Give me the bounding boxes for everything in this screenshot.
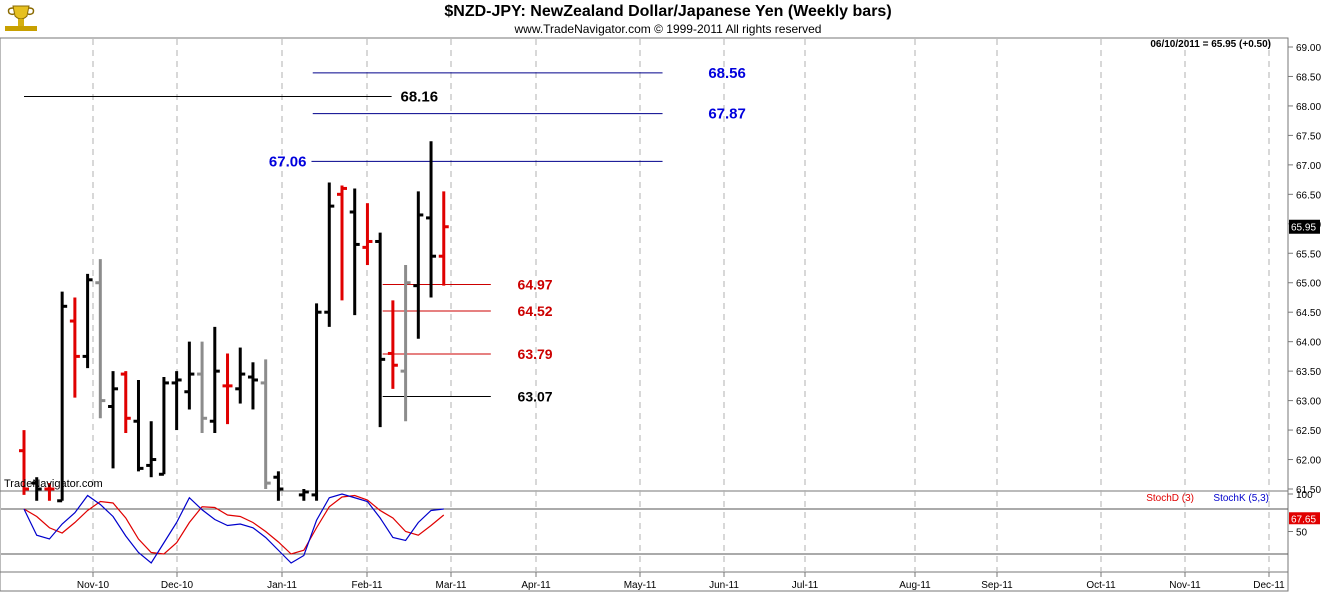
price-tick-label: 66.50 xyxy=(1296,190,1321,201)
price-tick-label: 64.50 xyxy=(1296,308,1321,319)
ohlc-bar xyxy=(95,259,106,419)
ohlc-bar xyxy=(184,341,195,410)
date-tick-label: May-11 xyxy=(624,580,657,591)
date-tick-label: Oct-11 xyxy=(1086,580,1116,591)
ohlc-bar xyxy=(69,297,80,398)
date-tick-label: Jun-11 xyxy=(709,580,739,591)
price-tick-label: 68.50 xyxy=(1296,72,1321,83)
stoch-tick-label: 50 xyxy=(1296,528,1308,539)
ohlc-bar xyxy=(108,371,119,469)
date-tick-label: Jan-11 xyxy=(267,580,297,591)
last-price-label: 65.95 xyxy=(1291,223,1316,234)
trophy-logo-icon xyxy=(5,5,37,31)
level-label: 67.06 xyxy=(269,153,307,170)
ohlc-bar xyxy=(82,273,93,369)
ohlc-bar xyxy=(362,203,373,266)
level-label: 63.79 xyxy=(518,346,553,362)
ohlc-bar xyxy=(337,185,347,301)
ohlc-bar xyxy=(375,232,386,428)
price-tick-label: 63.00 xyxy=(1296,397,1321,408)
chart-title: $NZD-JPY: NewZealand Dollar/Japanese Yen… xyxy=(444,3,892,20)
ohlc-bar xyxy=(247,362,258,410)
legend-stochk: StochK (5,3) xyxy=(1213,493,1269,504)
watermark-text: TradeNavigator.com xyxy=(4,478,103,490)
ohlc-bar xyxy=(146,421,157,478)
ohlc-bar xyxy=(324,182,335,327)
ohlc-bar xyxy=(44,483,55,501)
date-tick-label: Dec-11 xyxy=(1253,580,1285,591)
level-label: 64.52 xyxy=(518,303,553,319)
ohlc-bar xyxy=(426,141,437,298)
ohlc-bar xyxy=(209,326,220,434)
price-tick-label: 61.50 xyxy=(1296,485,1321,496)
ohlc-bar xyxy=(438,191,449,286)
price-tick-label: 67.00 xyxy=(1296,161,1321,172)
date-tick-label: Sep-11 xyxy=(981,580,1013,591)
price-tick-label: 67.50 xyxy=(1296,131,1321,142)
ohlc-bar xyxy=(298,489,309,501)
price-tick-label: 64.00 xyxy=(1296,338,1321,349)
ohlc-bar xyxy=(413,191,424,339)
ohlc-bar xyxy=(171,371,182,431)
level-label: 68.16 xyxy=(401,89,439,106)
ohlc-bar xyxy=(387,300,398,389)
stoch-last-label: 67.65 xyxy=(1291,514,1316,525)
vertical-gridlines xyxy=(92,39,1270,571)
ohlc-bar xyxy=(222,353,233,425)
date-tick-label: Jul-11 xyxy=(792,580,819,591)
ohlc-bar xyxy=(158,377,169,476)
ohlc-bar xyxy=(273,471,284,501)
horizontal-levels: 68.56 68.16 67.87 67.06 64.97 64.52 63.79 63.07 xyxy=(24,65,746,404)
ohlc-bar xyxy=(260,359,271,489)
stoch-series-line xyxy=(23,493,444,564)
ohlc-bar xyxy=(133,379,144,472)
date-tick-label: Aug-11 xyxy=(899,580,931,591)
price-tick-label: 62.00 xyxy=(1296,456,1321,467)
date-tick-label: Nov-11 xyxy=(1169,580,1201,591)
ohlc-bar xyxy=(349,188,360,316)
price-tick-label: 65.50 xyxy=(1296,249,1321,260)
price-tick-label: 68.00 xyxy=(1296,102,1321,113)
plot-frame xyxy=(0,37,1289,592)
legend-stochd: StochD (3) xyxy=(1146,493,1194,504)
date-tick-label: Mar-11 xyxy=(436,580,467,591)
date-tick-label: Dec-10 xyxy=(161,580,194,591)
price-tick-label: 65.00 xyxy=(1296,279,1321,290)
ohlc-bar xyxy=(31,477,42,501)
price-tick-label: 62.50 xyxy=(1296,426,1321,437)
level-label: 63.07 xyxy=(518,388,553,404)
ohlc-bar xyxy=(400,265,411,422)
last-price-box xyxy=(1289,219,1320,234)
ohlc-bar xyxy=(235,347,246,404)
ohlc-bar xyxy=(120,371,131,434)
stoch-last-box xyxy=(1289,512,1320,525)
stoch-tick-label: 100 xyxy=(1296,490,1313,501)
date-tick-label: Apr-11 xyxy=(521,580,551,591)
ohlc-bar xyxy=(19,430,29,495)
stochastic-panel: 50 100 67.65 xyxy=(1,490,1320,564)
level-label: 68.56 xyxy=(708,65,746,82)
chart-header: $NZD-JPY: NewZealand Dollar/Japanese Yen… xyxy=(0,0,1336,38)
price-bars xyxy=(19,141,449,503)
copyright-notice: www.TradeNavigator.com © 1999-2011 All r… xyxy=(514,22,822,36)
ohlc-bar xyxy=(57,291,68,503)
ohlc-bar xyxy=(197,341,208,434)
price-axis: 61.50 62.00 62.50 63.00 63.50 64.00 64.50 65.00… xyxy=(1288,43,1321,496)
level-label: 67.87 xyxy=(708,106,746,123)
date-tick-label: Nov-10 xyxy=(77,580,110,591)
ohlc-bar xyxy=(311,303,322,501)
status-readout: 06/10/2011 = 65.95 (+0.50) xyxy=(1150,39,1271,50)
stoch-series-line xyxy=(23,494,445,555)
date-axis: Nov-10 Dec-10 Jan-11 Feb-11 Mar-11 Apr-11 May-… xyxy=(77,572,1285,591)
level-label: 64.97 xyxy=(518,277,553,293)
price-tick-label: 69.00 xyxy=(1296,43,1321,54)
date-tick-label: Feb-11 xyxy=(352,580,383,591)
price-tick-label: 63.50 xyxy=(1296,367,1321,378)
